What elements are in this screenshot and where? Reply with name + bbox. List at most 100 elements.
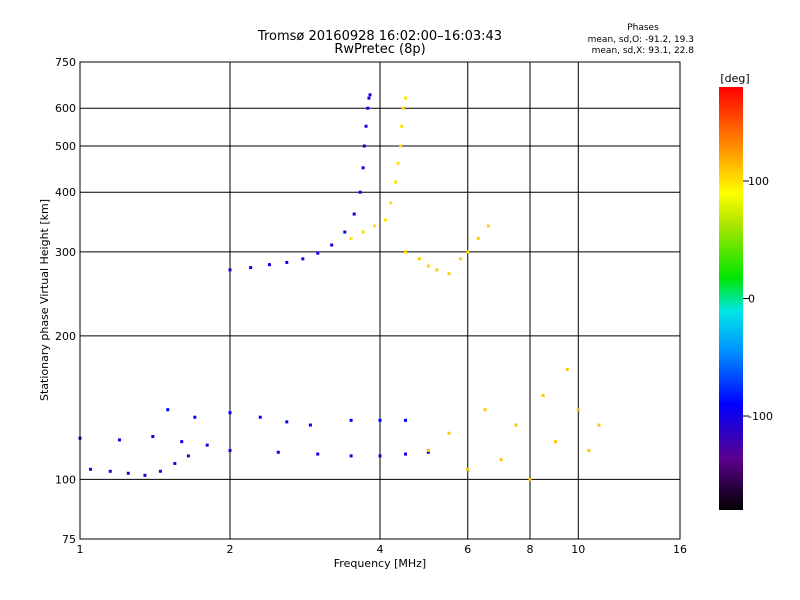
colorbar-tick-label: -100 [748, 410, 773, 423]
data-point [403, 452, 407, 456]
data-point [228, 448, 232, 452]
data-point [483, 408, 487, 412]
data-point [358, 190, 362, 194]
data-point [151, 435, 155, 439]
data-point [276, 450, 280, 454]
y-tick-label: 100 [55, 473, 76, 486]
data-point [373, 224, 377, 228]
data-point [368, 93, 372, 97]
data-point [396, 161, 400, 165]
data-point [389, 201, 393, 205]
data-point [597, 423, 601, 427]
data-point [553, 440, 557, 444]
data-point [349, 454, 353, 458]
data-point [362, 144, 366, 148]
data-point [576, 408, 580, 412]
colorbar-ticks: 100 0 -100 [743, 175, 773, 423]
data-point [394, 180, 398, 184]
data-point [426, 450, 430, 454]
data-point [514, 423, 518, 427]
plot-frame [79, 61, 681, 540]
data-point [426, 448, 430, 452]
colorbar [719, 87, 743, 510]
colorbar-label: [deg] [720, 72, 749, 85]
x-tick-label: 2 [227, 543, 234, 556]
data-point [316, 452, 320, 456]
data-point [400, 124, 404, 128]
data-point [89, 467, 93, 471]
x-tick-label: 8 [527, 543, 534, 556]
data-point [267, 263, 271, 267]
data-point [486, 224, 490, 228]
data-point [205, 443, 209, 447]
data-points [78, 93, 601, 481]
x-tick-label: 1 [77, 543, 84, 556]
data-point [361, 166, 365, 170]
y-axis-label: Stationary phase Virtual Height [km] [38, 199, 51, 401]
data-point [330, 243, 334, 247]
colorbar-tick-label: 0 [748, 293, 755, 306]
data-point [426, 264, 430, 268]
data-point [364, 124, 368, 128]
phase-info-x-line: mean, sd,X: 93.1, 22.8 [592, 46, 695, 56]
data-point [117, 438, 121, 442]
data-point [158, 469, 162, 473]
y-tick-label: 750 [55, 56, 76, 69]
data-point [587, 448, 591, 452]
data-point [285, 260, 289, 264]
data-point [476, 236, 480, 240]
data-point [378, 454, 382, 458]
data-point [126, 471, 130, 475]
phase-info-o-line: mean, sd,O: -91.2, 19.3 [588, 35, 694, 45]
x-tick-labels: 1 2 4 6 8 10 16 [77, 543, 688, 556]
data-point [565, 367, 569, 371]
data-point [466, 467, 470, 471]
data-point [447, 431, 451, 435]
x-tick-label: 6 [464, 543, 471, 556]
data-point [108, 469, 112, 473]
data-point [367, 96, 371, 100]
data-point [352, 212, 356, 216]
data-point [466, 250, 470, 254]
data-point [285, 420, 289, 424]
data-point [403, 418, 407, 422]
data-point [401, 106, 405, 110]
data-point [399, 144, 403, 148]
data-point [228, 411, 232, 415]
data-point [403, 96, 407, 100]
data-point [316, 251, 320, 255]
data-point [166, 408, 170, 412]
y-tick-label: 200 [55, 330, 76, 343]
y-tick-label: 300 [55, 246, 76, 259]
data-point [417, 257, 421, 261]
x-axis-label: Frequency [MHz] [334, 557, 426, 570]
y-tick-label: 600 [55, 102, 76, 115]
y-tick-label: 500 [55, 140, 76, 153]
y-tick-labels: 75 100 200 300 400 500 600 750 [55, 56, 76, 546]
x-tick-label: 10 [571, 543, 585, 556]
data-point [343, 230, 347, 234]
y-tick-label: 400 [55, 186, 76, 199]
data-point [541, 393, 545, 397]
data-point [228, 268, 232, 272]
chart-subtitle: RwPretec (8p) [334, 42, 425, 57]
data-point [528, 477, 532, 481]
data-point [173, 461, 177, 465]
data-point [349, 418, 353, 422]
grid-lines [80, 62, 680, 539]
x-tick-label: 16 [673, 543, 687, 556]
data-point [193, 415, 197, 419]
data-point [361, 230, 365, 234]
data-point [447, 272, 451, 276]
x-tick-label: 4 [377, 543, 384, 556]
data-point [301, 257, 305, 261]
colorbar-tick-label: 100 [748, 175, 769, 188]
data-point [435, 268, 439, 272]
data-point [349, 236, 353, 240]
data-point [249, 266, 253, 270]
chart-title: Tromsø 20160928 16:02:00–16:03:43 [257, 29, 502, 44]
data-point [378, 418, 382, 422]
data-point [383, 218, 387, 222]
phase-info-heading: Phases [627, 23, 659, 33]
